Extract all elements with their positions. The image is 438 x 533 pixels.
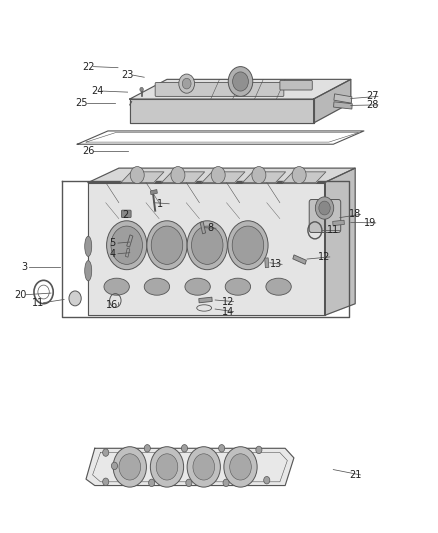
Text: 1: 1 <box>157 199 163 209</box>
Polygon shape <box>127 235 133 247</box>
Circle shape <box>151 226 182 264</box>
Polygon shape <box>200 222 205 234</box>
Polygon shape <box>332 220 343 225</box>
Ellipse shape <box>144 278 169 295</box>
Polygon shape <box>333 102 351 109</box>
Polygon shape <box>121 172 163 182</box>
Text: 12: 12 <box>318 252 330 262</box>
Text: 26: 26 <box>82 146 94 156</box>
Circle shape <box>170 166 184 183</box>
Circle shape <box>144 445 150 452</box>
Text: 11: 11 <box>326 225 339 236</box>
Circle shape <box>229 454 251 480</box>
Circle shape <box>318 201 329 215</box>
Text: 20: 20 <box>14 289 27 300</box>
Polygon shape <box>242 172 285 182</box>
Circle shape <box>130 166 144 183</box>
Polygon shape <box>283 172 325 182</box>
Circle shape <box>223 479 229 487</box>
Text: 3: 3 <box>21 262 28 271</box>
Circle shape <box>232 226 263 264</box>
Text: 14: 14 <box>222 306 234 317</box>
Circle shape <box>228 67 252 96</box>
Polygon shape <box>161 172 204 182</box>
Circle shape <box>263 477 269 484</box>
Circle shape <box>192 454 214 480</box>
Text: 19: 19 <box>364 218 376 228</box>
Circle shape <box>113 447 146 487</box>
Ellipse shape <box>104 278 129 295</box>
Text: 16: 16 <box>106 300 118 310</box>
Text: 27: 27 <box>366 91 378 101</box>
Text: 18: 18 <box>348 209 360 220</box>
Circle shape <box>106 221 147 270</box>
Polygon shape <box>88 182 324 316</box>
Text: 5: 5 <box>109 238 115 248</box>
Circle shape <box>147 221 187 270</box>
Polygon shape <box>198 297 212 303</box>
Circle shape <box>178 74 194 93</box>
Circle shape <box>251 166 265 183</box>
Ellipse shape <box>184 278 210 295</box>
Polygon shape <box>86 448 293 486</box>
Text: 23: 23 <box>121 70 134 80</box>
Ellipse shape <box>225 278 250 295</box>
Circle shape <box>223 447 257 487</box>
Circle shape <box>69 291 81 306</box>
Polygon shape <box>88 168 354 182</box>
FancyBboxPatch shape <box>121 210 131 217</box>
Ellipse shape <box>85 261 92 281</box>
Polygon shape <box>292 255 306 264</box>
Circle shape <box>211 166 225 183</box>
Text: 8: 8 <box>207 223 213 233</box>
Circle shape <box>181 445 187 452</box>
FancyBboxPatch shape <box>279 80 311 90</box>
Text: 13: 13 <box>270 260 282 269</box>
Circle shape <box>187 447 220 487</box>
Circle shape <box>255 446 261 454</box>
Text: 11: 11 <box>32 297 44 308</box>
Circle shape <box>185 479 191 487</box>
Ellipse shape <box>265 278 290 295</box>
Text: 21: 21 <box>348 470 360 480</box>
Circle shape <box>182 78 191 89</box>
FancyBboxPatch shape <box>308 199 340 232</box>
Circle shape <box>232 72 248 91</box>
Text: 2: 2 <box>122 210 128 220</box>
Circle shape <box>102 478 109 486</box>
Polygon shape <box>201 172 244 182</box>
Text: 22: 22 <box>82 62 94 71</box>
Polygon shape <box>313 79 350 123</box>
Polygon shape <box>150 190 157 195</box>
Text: 25: 25 <box>75 98 88 108</box>
Polygon shape <box>264 258 268 268</box>
Circle shape <box>111 226 142 264</box>
Circle shape <box>218 445 224 452</box>
Polygon shape <box>324 168 354 316</box>
Circle shape <box>156 454 177 480</box>
Circle shape <box>119 454 140 480</box>
Ellipse shape <box>85 236 92 256</box>
Text: 12: 12 <box>222 296 234 306</box>
Circle shape <box>140 87 143 92</box>
Circle shape <box>111 462 117 470</box>
Polygon shape <box>130 99 313 123</box>
Circle shape <box>150 447 183 487</box>
Text: 4: 4 <box>109 249 115 259</box>
Circle shape <box>187 221 227 270</box>
Circle shape <box>102 449 109 456</box>
Circle shape <box>227 221 268 270</box>
Circle shape <box>148 479 154 487</box>
FancyBboxPatch shape <box>155 83 283 96</box>
Circle shape <box>191 226 223 264</box>
Text: 24: 24 <box>91 86 103 96</box>
Polygon shape <box>130 79 350 99</box>
Polygon shape <box>125 248 130 257</box>
Circle shape <box>291 166 305 183</box>
Polygon shape <box>333 94 351 103</box>
Text: 28: 28 <box>366 100 378 110</box>
Circle shape <box>314 197 333 219</box>
